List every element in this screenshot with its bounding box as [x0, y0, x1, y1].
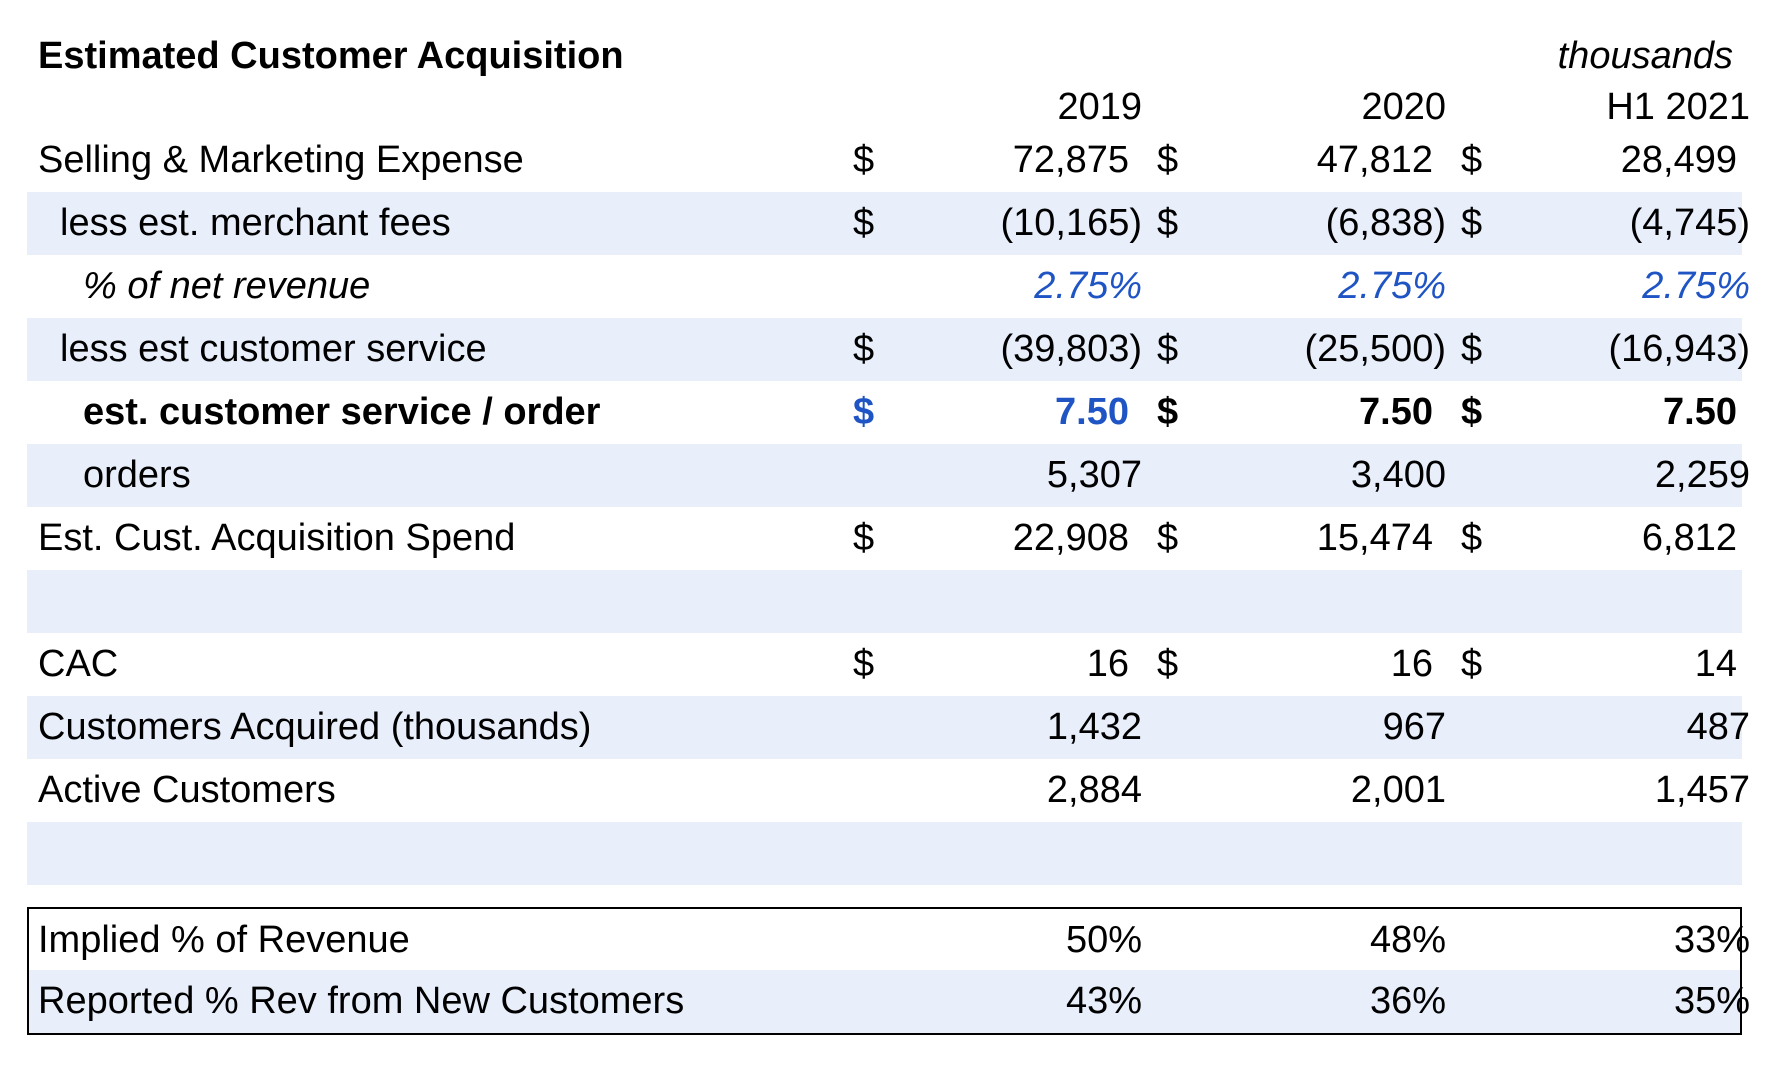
value-2020: 967 [1382, 706, 1446, 748]
row-label: Selling & Marketing Expense [38, 139, 524, 181]
value-2020: (6,838) [1325, 202, 1446, 244]
value-2020: 2.75% [1338, 265, 1446, 307]
currency-symbol: $ [853, 517, 875, 559]
value-2019: 7.50 [1055, 391, 1129, 433]
currency-symbol: $ [1157, 202, 1179, 244]
value-h1-2021: 35% [1673, 980, 1750, 1022]
currency-symbol: $ [853, 202, 875, 244]
cell-value: 72,875 [1013, 129, 1142, 192]
currency-symbol: $ [1157, 328, 1179, 370]
row-label: CAC [38, 643, 119, 685]
currency-symbol: $ [853, 391, 875, 433]
cell-value: 47,812 [1317, 129, 1446, 192]
value-h1-2021: 2,259 [1654, 454, 1750, 496]
currency-symbol: $ [1157, 517, 1179, 559]
cell-value: 15,474 [1317, 507, 1446, 570]
value-2019: 50% [1065, 919, 1142, 961]
currency-symbol: $ [853, 328, 875, 370]
table-title: Estimated Customer Acquisition [38, 35, 624, 77]
table-row: % of net revenue 2.75% 2.75% 2.75% [27, 255, 1750, 318]
summary-box-border [27, 907, 1742, 1035]
value-h1-2021: 1,457 [1654, 769, 1750, 811]
row-label: less est. merchant fees [60, 202, 451, 244]
value-2019: 2,884 [1046, 769, 1142, 811]
row-label: Active Customers [38, 769, 336, 811]
cell-value: 14 [1695, 633, 1750, 696]
currency-symbol: $ [1461, 328, 1483, 370]
currency-symbol: $ [1157, 391, 1179, 433]
column-header-h1-2021: H1 2021 [1606, 86, 1750, 128]
value-h1-2021: 2.75% [1642, 265, 1750, 307]
value-2019: (39,803) [1000, 328, 1142, 370]
value-2020: (25,500) [1304, 328, 1446, 370]
value-h1-2021: 6,812 [1641, 517, 1737, 559]
value-2020: 2,001 [1350, 769, 1446, 811]
table-row: less est customer service $ (39,803) $ (… [27, 318, 1750, 381]
value-2019: 16 [1086, 643, 1129, 685]
value-2019: 72,875 [1012, 139, 1129, 181]
row-label: % of net revenue [83, 265, 371, 307]
currency-symbol: $ [853, 139, 875, 181]
value-2020: 15,474 [1316, 517, 1433, 559]
cell-value: 28,499 [1621, 129, 1750, 192]
value-2020: 7.50 [1359, 391, 1433, 433]
currency-symbol: $ [1461, 517, 1483, 559]
table-row: Active Customers 2,884 2,001 1,457 [27, 759, 1750, 822]
table-row: Reported % Rev from New Customers 43% 36… [27, 970, 1750, 1033]
cell-value: 16 [1087, 633, 1142, 696]
currency-symbol: $ [1461, 202, 1483, 244]
row-label: Est. Cust. Acquisition Spend [38, 517, 516, 559]
cell-value: 16 [1391, 633, 1446, 696]
cell-value: 7.50 [1663, 381, 1750, 444]
value-2020: 48% [1369, 919, 1446, 961]
value-2019: 2.75% [1034, 265, 1142, 307]
currency-symbol: $ [1461, 391, 1483, 433]
value-2019: 22,908 [1012, 517, 1129, 559]
table-row: orders 5,307 3,400 2,259 [27, 444, 1750, 507]
currency-symbol: $ [1461, 643, 1483, 685]
table-row: Customers Acquired (thousands) 1,432 967… [27, 696, 1750, 759]
table-row: Selling & Marketing Expense $ 72,875 $ 4… [27, 129, 1742, 192]
value-h1-2021: 7.50 [1663, 391, 1737, 433]
value-2020: 3,400 [1350, 454, 1446, 496]
cell-value: 6,812 [1642, 507, 1750, 570]
value-2019: (10,165) [1000, 202, 1142, 244]
table-row: CAC $ 16 $ 16 $ 14 [27, 633, 1742, 696]
column-header-2019: 2019 [1057, 86, 1142, 128]
value-2020: 36% [1369, 980, 1446, 1022]
value-h1-2021: 14 [1694, 643, 1737, 685]
row-label: orders [83, 454, 191, 496]
value-2019: 5,307 [1046, 454, 1142, 496]
spacer-row [27, 570, 1742, 633]
value-2019: 43% [1065, 980, 1142, 1022]
header-row: 2019 2020 H1 2021 [27, 76, 1750, 139]
currency-symbol: $ [853, 643, 875, 685]
row-label: Implied % of Revenue [38, 919, 410, 961]
value-2019: 1,432 [1046, 706, 1142, 748]
value-h1-2021: 487 [1686, 706, 1750, 748]
cell-value: 7.50 [1055, 381, 1142, 444]
value-h1-2021: 33% [1673, 919, 1750, 961]
value-h1-2021: 28,499 [1620, 139, 1737, 181]
row-label: less est customer service [60, 328, 487, 370]
table-row: Est. Cust. Acquisition Spend $ 22,908 $ … [27, 507, 1742, 570]
currency-symbol: $ [1157, 139, 1179, 181]
row-label: est. customer service / order [83, 391, 601, 433]
currency-symbol: $ [1461, 139, 1483, 181]
value-2020: 47,812 [1316, 139, 1433, 181]
table-row: Implied % of Revenue 50% 48% 33% [27, 909, 1750, 972]
units-note: thousands [1557, 35, 1733, 77]
value-h1-2021: (16,943) [1608, 328, 1750, 370]
row-label: Customers Acquired (thousands) [38, 706, 592, 748]
currency-symbol: $ [1157, 643, 1179, 685]
value-h1-2021: (4,745) [1629, 202, 1750, 244]
row-label: Reported % Rev from New Customers [38, 980, 685, 1022]
table-row: less est. merchant fees $ (10,165) $ (6,… [27, 192, 1750, 255]
table-row: est. customer service / order $ 7.50 $ 7… [27, 381, 1742, 444]
spacer-row [27, 822, 1742, 885]
cell-value: 7.50 [1359, 381, 1446, 444]
value-2020: 16 [1390, 643, 1433, 685]
column-header-2020: 2020 [1361, 86, 1446, 128]
cell-value: 22,908 [1013, 507, 1142, 570]
